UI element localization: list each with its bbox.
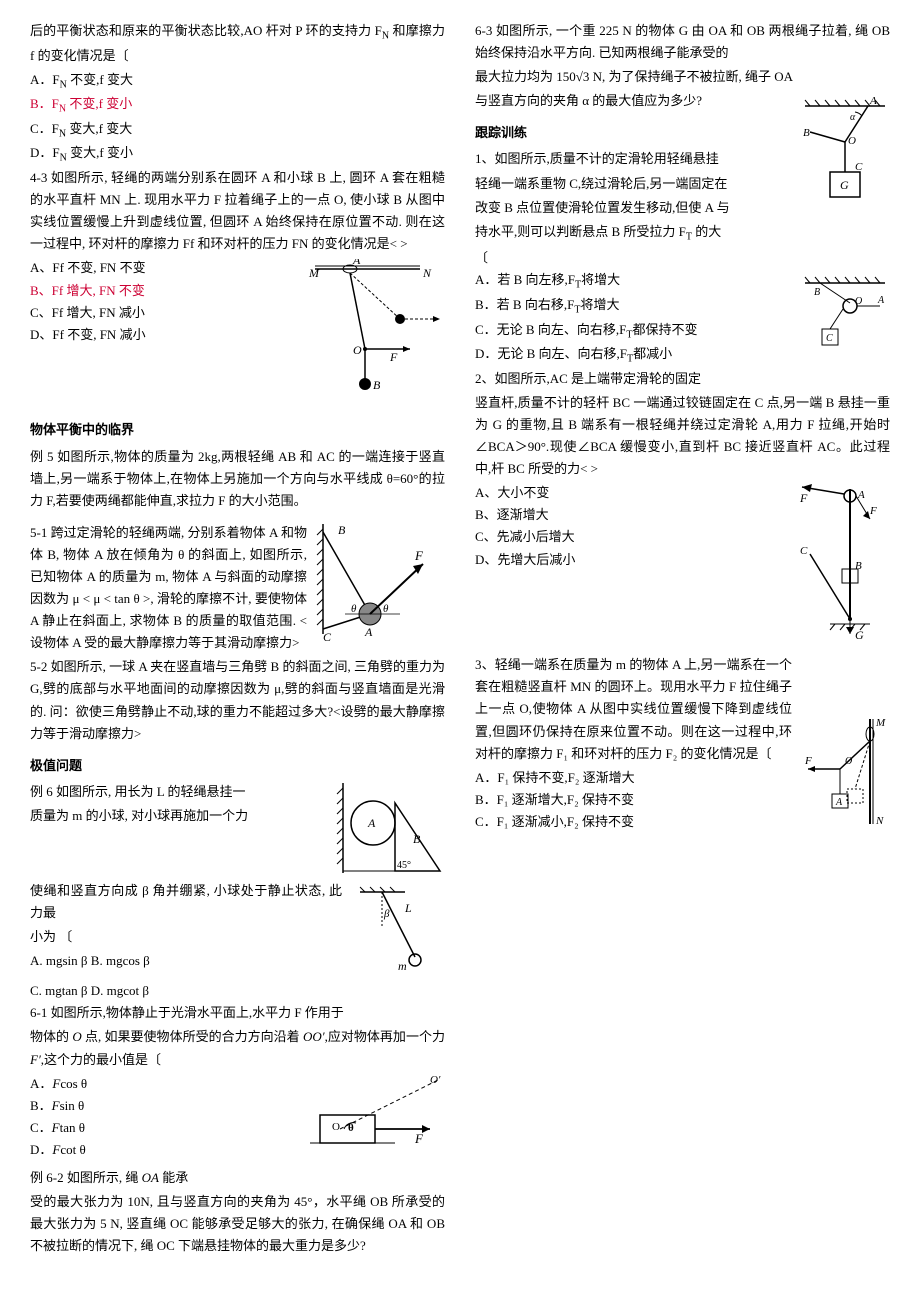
svg-text:B: B	[373, 378, 381, 392]
ex6-opt-c: C. mgtan β	[30, 983, 88, 998]
q1-c: C．FN 变大,f 变大	[30, 118, 445, 143]
svg-text:θ: θ	[383, 603, 389, 615]
svg-text:F: F	[414, 548, 424, 563]
svg-text:F: F	[414, 1131, 424, 1146]
fig-ex6-a: A B 45°	[335, 783, 445, 878]
svg-text:45°: 45°	[397, 860, 411, 871]
fig-ex6-b: L β m	[350, 882, 445, 977]
svg-text:O: O	[353, 343, 362, 357]
q1-a: A．FN 不变,f 变大	[30, 69, 445, 94]
svg-text:O: O	[848, 135, 856, 147]
svg-text:A: A	[367, 816, 376, 830]
fig-f3: M N O F A	[800, 714, 890, 834]
heading-equilibrium: 物体平衡中的临界	[30, 419, 445, 441]
svg-text:F: F	[804, 755, 812, 767]
q1-d: D．FN 变大,f 变小	[30, 142, 445, 167]
svg-text:A: A	[869, 95, 877, 107]
svg-text:O: O	[845, 756, 852, 767]
p6-1-text: 6-1 如图所示,物体静止于光滑水平面上,水平力 F 作用于	[30, 1002, 445, 1024]
fig-6-3: A α B O C G	[800, 92, 890, 212]
fp2-b: 竖直杆,质量不计的轻杆 BC 一端通过铰链固定在 C 点,另一端 B 悬挂一重为…	[475, 392, 890, 480]
svg-text:B: B	[814, 287, 820, 298]
svg-text:O′: O′	[430, 1075, 441, 1086]
fp3-block: M N O F A 3、轻绳一端系在质量为 m 的物体 A 上,另一端系在一个套…	[475, 654, 890, 836]
ex6-2-head: 例 6-2 如图所示, 绳 OA 能承	[30, 1167, 445, 1189]
svg-text:C: C	[855, 161, 863, 173]
svg-text:O: O	[855, 296, 862, 307]
fq1-block: B O A C A．若 B 向左移,FT将增大 B．若 B 向右移,FT将增大 …	[475, 269, 890, 391]
svg-text:G: G	[855, 628, 864, 642]
ex5-text: 例 5 如图所示,物体的质量为 2kg,两根轻绳 AB 和 AC 的一端连接于竖…	[30, 446, 445, 512]
p6-3-block: A α B O C G 与竖直方向的夹角 α 的最大值应为多少? 跟踪训练 1、…	[475, 90, 890, 247]
ex6-opt-a: A. mgsin β	[30, 953, 88, 968]
svg-text:M: M	[308, 266, 320, 280]
p5-2-text: 5-2 如图所示, 一球 A 夹在竖直墙与三角劈 B 的斜面之间, 三角劈的重力…	[30, 656, 445, 744]
svg-text:M: M	[875, 717, 886, 729]
svg-text:C: C	[800, 545, 808, 557]
fig-4-3: M N A O F B	[305, 259, 445, 399]
svg-text:B: B	[338, 524, 346, 537]
q1-b: B．FN 不变,f 变小	[30, 93, 445, 118]
p6-1b: 物体的 O 点, 如果要使物体所受的合力方向沿着 OO′,应对物体再加一个力 F…	[30, 1026, 445, 1070]
ex6-2-text: 受的最大张力为 10N, 且与竖直方向的夹角为 45°，水平绳 OB 所承受的最…	[30, 1191, 445, 1257]
fig-5-1: B C A F θ θ	[315, 524, 445, 644]
q6-1-block: O θ F O′ A．Fcos θ B．Fsin θ C．Ftan θ D．Fc…	[30, 1073, 445, 1167]
svg-text:C: C	[323, 630, 332, 644]
svg-text:O: O	[332, 1121, 340, 1133]
svg-text:F: F	[389, 350, 398, 364]
svg-text:θ: θ	[351, 603, 357, 615]
svg-text:A: A	[352, 259, 361, 267]
fig-f2: A F F C B G	[790, 484, 890, 644]
fig-f1: B O A C	[800, 271, 890, 356]
fp1-bracket: 〔	[475, 247, 890, 269]
ex6-block2: L β m 使绳和竖直方向成 β 角并绷紧, 小球处于静止状态, 此力最 小为 …	[30, 880, 445, 1002]
svg-text:B: B	[803, 127, 810, 139]
fp1-d: 持水平,则可以判断悬点 B 所受拉力 FT 的大	[475, 221, 890, 246]
svg-text:N: N	[422, 266, 432, 280]
ex6-opt-b: B. mgcos β	[91, 953, 150, 968]
svg-text:α: α	[850, 112, 856, 123]
p5-1-block: B C A F θ θ 5-1 跨过定滑轮的轻绳两端, 分别系着物体 A 和物体…	[30, 522, 445, 657]
fq2-block: A F F C B G A、大小不变 B、逐渐增大 C、先减小后增大 D、先增大…	[475, 482, 890, 646]
fig-6-1: O θ F O′	[310, 1075, 445, 1165]
svg-text:G: G	[840, 178, 849, 192]
svg-text:β: β	[383, 908, 390, 920]
p4-3-text: 4-3 如图所示, 轻绳的两端分别系在圆环 A 和小球 B 上, 圆环 A 套在…	[30, 167, 445, 255]
ex6-block: A B 45° 例 6 如图所示, 用长为 L 的轻绳悬挂一 质量为 m 的小球…	[30, 781, 445, 880]
heading-max: 极值问题	[30, 755, 445, 777]
p6-3-b: 最大拉力均为 150√3 N, 为了保持绳子不被拉断, 绳子 OA	[475, 66, 890, 88]
intro-q1: 后的平衡状态和原来的平衡状态比较,AO 杆对 P 环的支持力 FN 和摩擦力 f…	[30, 20, 445, 67]
svg-text:N: N	[875, 815, 884, 827]
ex6-opt-d: D. mgcot β	[91, 983, 149, 998]
svg-text:C: C	[826, 333, 833, 344]
fp2-a: 2、如图所示,AC 是上端带定滑轮的固定	[475, 368, 890, 390]
svg-text:F: F	[869, 505, 877, 517]
p4-3-block: M N A O F B A、Ff 不变, FN 不变 B、Ff 增大, FN 不…	[30, 257, 445, 401]
svg-text:A: A	[364, 625, 373, 639]
svg-text:B: B	[413, 832, 421, 846]
svg-text:m: m	[398, 959, 407, 973]
svg-text:A: A	[835, 797, 843, 808]
svg-text:L: L	[404, 901, 412, 915]
p6-3-a: 6-3 如图所示, 一个重 225 N 的物体 G 由 OA 和 OB 两根绳子…	[475, 20, 890, 64]
svg-text:A: A	[877, 295, 885, 306]
svg-text:F: F	[799, 491, 808, 505]
